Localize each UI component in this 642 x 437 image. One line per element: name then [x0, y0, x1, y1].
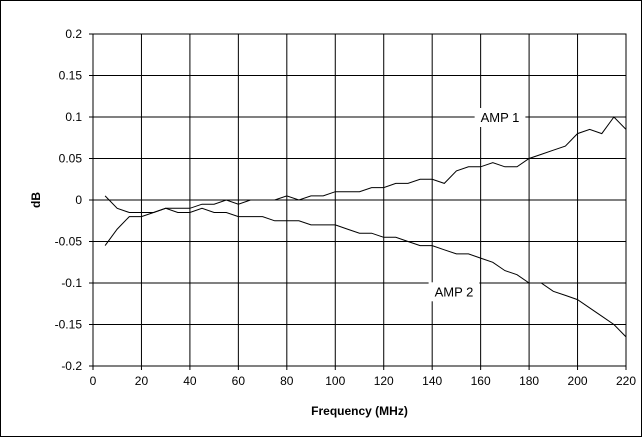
x-tick-label: 200 [568, 374, 588, 388]
y-axis-title: dB [29, 192, 43, 208]
annotation-label: AMP 1 [481, 110, 520, 125]
x-tick-label: 40 [183, 374, 197, 388]
annotation-backdrop [474, 108, 526, 127]
y-tick-label: 0.1 [65, 110, 82, 124]
x-tick-label: 80 [280, 374, 294, 388]
x-tick-label: 160 [471, 374, 491, 388]
annotation-backdrop [428, 282, 480, 302]
x-tick-label: 0 [90, 374, 97, 388]
y-tick-label: -0.2 [61, 359, 82, 373]
y-tick-label: 0.05 [59, 152, 83, 166]
series-line-2 [104, 195, 627, 338]
y-tick-label: -0.15 [55, 318, 83, 332]
x-tick-label: 180 [519, 374, 539, 388]
x-axis-ticks: 0 20 40 60 80 100 120 140 160 180 200 220 [90, 366, 636, 388]
x-tick-label: 220 [616, 374, 636, 388]
x-tick-label: 120 [374, 374, 394, 388]
series-line-1 [104, 116, 627, 246]
gridlines [92, 33, 627, 367]
series-lines [104, 116, 627, 338]
y-tick-label: 0.2 [65, 27, 82, 41]
y-tick-label: -0.05 [55, 235, 83, 249]
annotations: AMP 1 AMP 2 [428, 108, 526, 302]
y-tick-label: -0.1 [61, 276, 82, 290]
y-tick-label: 0.15 [59, 69, 83, 83]
y-tick-label: 0 [75, 193, 82, 207]
x-tick-label: 60 [232, 374, 246, 388]
x-tick-label: 20 [135, 374, 149, 388]
x-tick-label: 100 [325, 374, 345, 388]
y-axis-ticks: 0.2 0.15 0.1 0.05 0 -0.05 -0.1 -0.15 -0.2 [55, 27, 93, 373]
x-tick-label: 140 [422, 374, 442, 388]
annotation-label: AMP 2 [435, 284, 474, 299]
x-axis-title: Frequency (MHz) [311, 404, 408, 418]
